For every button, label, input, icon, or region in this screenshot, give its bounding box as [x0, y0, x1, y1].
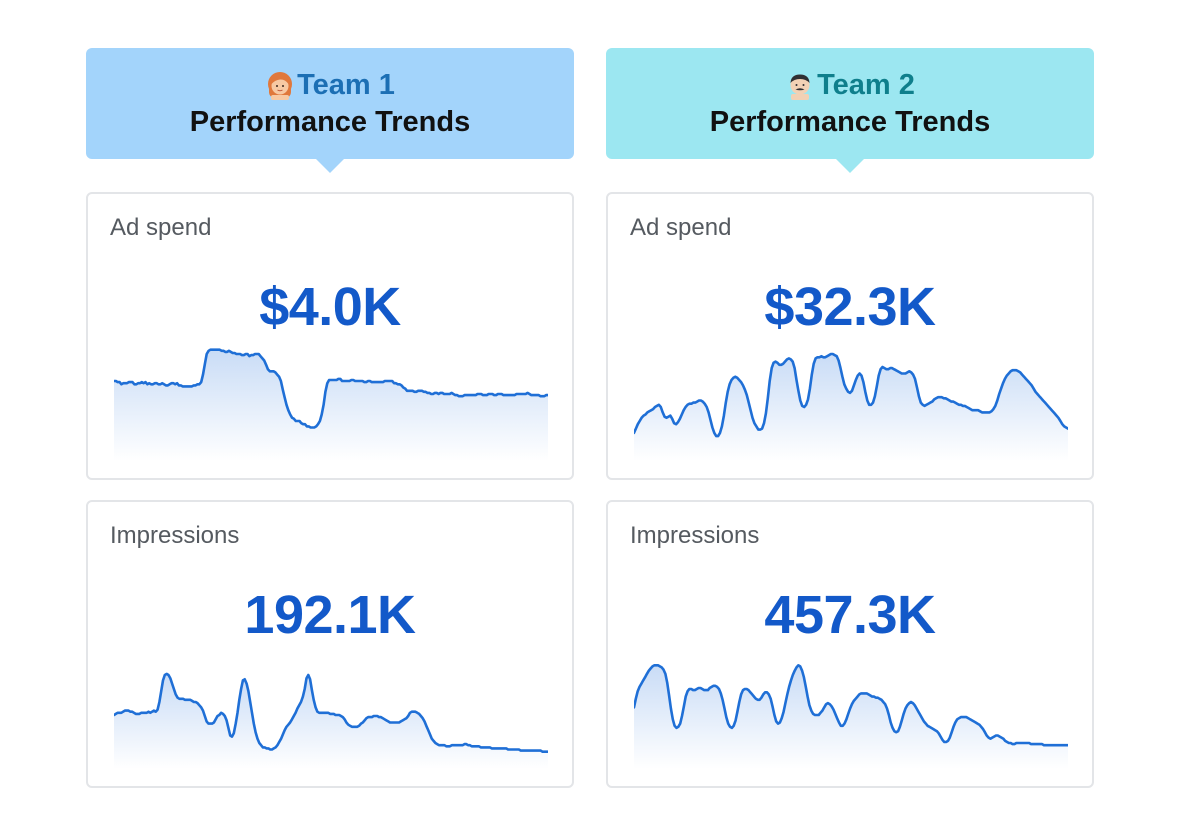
team-2-impressions-sparkline [634, 664, 1068, 769]
metric-label: Impressions [630, 522, 760, 549]
man-mustache-avatar-icon [790, 74, 810, 100]
team-1-ad-spend-sparkline [114, 348, 548, 461]
team-1-subtitle: Performance Trends [189, 106, 471, 138]
metric-label: Ad spend [630, 214, 732, 241]
team-2-impressions-card: Impressions 457.3K [606, 500, 1094, 788]
metric-label: Impressions [110, 522, 240, 549]
sparkline-area [634, 354, 1068, 461]
sparkline-area [114, 673, 548, 769]
team-1-ad-spend-card: Ad spend $4.0K [86, 192, 574, 480]
team-2-subtitle: Performance Trends [709, 106, 991, 138]
team-2-ad-spend-card: Ad spend $32.3K [606, 192, 1094, 480]
team-2-header: Team 2 Performance Trends [606, 48, 1094, 173]
team-2-ad-spend-sparkline [634, 352, 1068, 461]
team-2-name: Team 2 [817, 69, 915, 101]
metric-value: 457.3K [764, 585, 936, 645]
metric-value: 192.1K [244, 585, 416, 645]
sparkline-line [114, 672, 548, 753]
woman-red-hair-avatar-icon [268, 72, 293, 100]
metric-value: $4.0K [259, 277, 401, 337]
sparkline-area [114, 349, 548, 461]
team-1-name: Team 1 [297, 69, 395, 101]
metric-label: Ad spend [110, 214, 212, 241]
team-1-column: Team 1 Performance Trends Ad spend $4.0K… [86, 48, 574, 788]
team-1-impressions-sparkline [114, 672, 548, 769]
team-1-impressions-card: Impressions 192.1K [86, 500, 574, 788]
team-1-header: Team 1 Performance Trends [86, 48, 574, 173]
metric-value: $32.3K [764, 277, 936, 337]
sparkline-area [634, 665, 1068, 769]
team-2-column: Team 2 Performance Trends Ad spend $32.3… [606, 48, 1094, 788]
sparkline-line [114, 348, 548, 429]
sparkline-line [634, 352, 1068, 438]
sparkline-line [634, 664, 1068, 747]
